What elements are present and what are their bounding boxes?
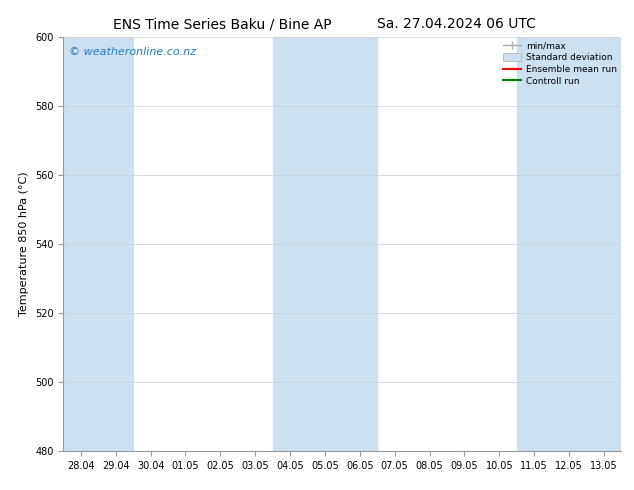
Text: © weatheronline.co.nz: © weatheronline.co.nz <box>69 47 196 57</box>
Bar <box>517 37 621 451</box>
Text: ENS Time Series Baku / Bine AP: ENS Time Series Baku / Bine AP <box>113 17 331 31</box>
Legend: min/max, Standard deviation, Ensemble mean run, Controll run: min/max, Standard deviation, Ensemble me… <box>500 39 619 89</box>
Bar <box>273 37 377 451</box>
Y-axis label: Temperature 850 hPa (°C): Temperature 850 hPa (°C) <box>20 172 30 316</box>
Text: Sa. 27.04.2024 06 UTC: Sa. 27.04.2024 06 UTC <box>377 17 536 31</box>
Bar <box>63 37 133 451</box>
